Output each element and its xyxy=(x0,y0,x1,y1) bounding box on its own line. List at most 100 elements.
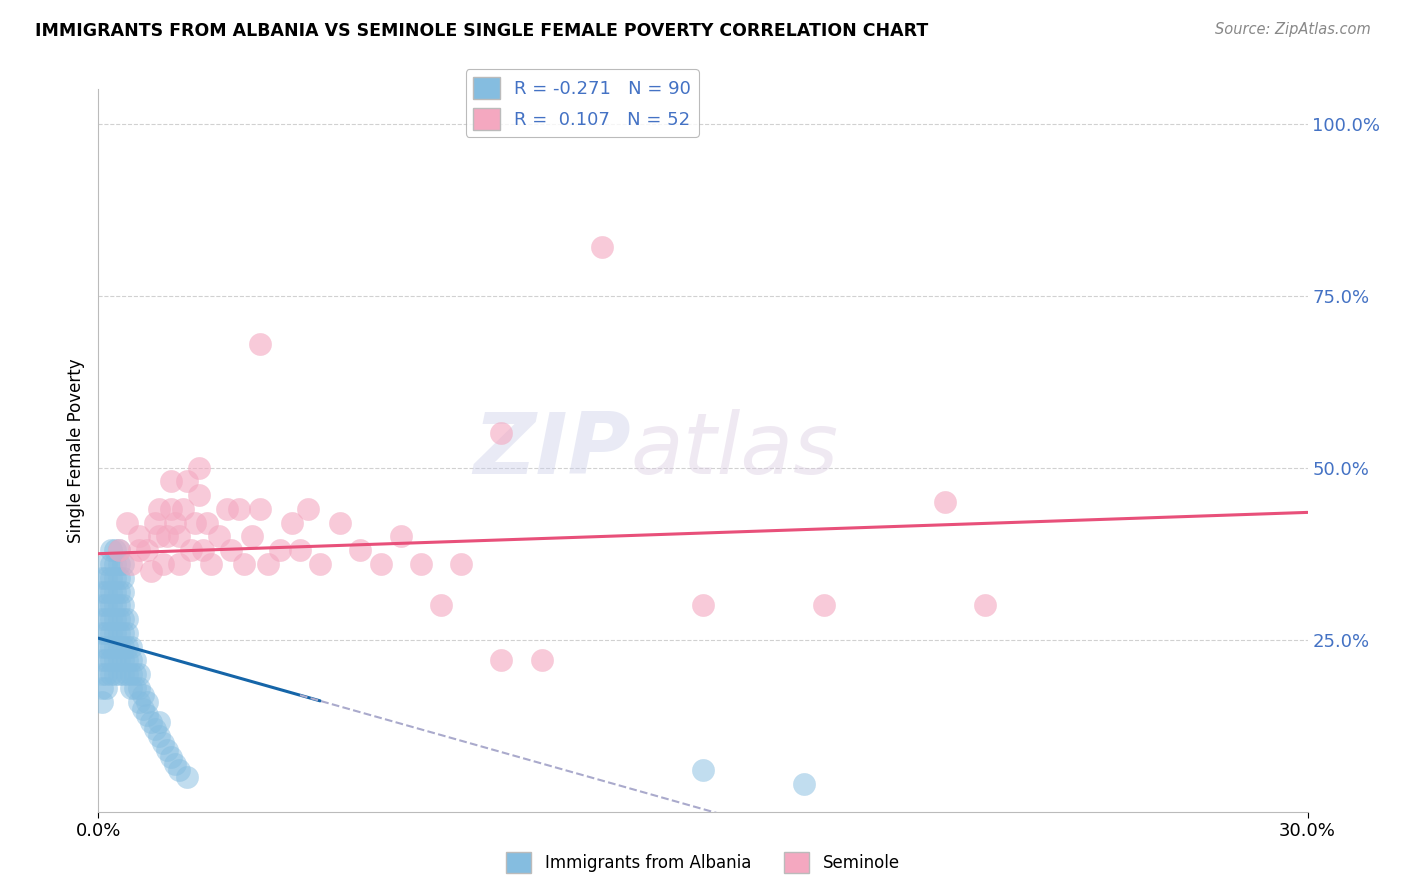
Point xyxy=(208,529,231,543)
Point xyxy=(430,599,453,613)
Point xyxy=(96,667,118,681)
Point xyxy=(148,502,170,516)
Point xyxy=(139,715,162,730)
Point xyxy=(91,625,114,640)
Point xyxy=(115,640,138,654)
Text: Source: ZipAtlas.com: Source: ZipAtlas.com xyxy=(1215,22,1371,37)
Point xyxy=(309,557,332,571)
Point xyxy=(100,557,122,571)
Point xyxy=(167,557,190,571)
Point xyxy=(160,749,183,764)
Point xyxy=(91,612,114,626)
Point xyxy=(100,599,122,613)
Point xyxy=(370,557,392,571)
Point xyxy=(163,756,186,771)
Point xyxy=(232,557,254,571)
Point xyxy=(91,584,114,599)
Point xyxy=(96,612,118,626)
Point xyxy=(111,653,134,667)
Point xyxy=(120,653,142,667)
Point xyxy=(530,653,553,667)
Point xyxy=(188,460,211,475)
Text: IMMIGRANTS FROM ALBANIA VS SEMINOLE SINGLE FEMALE POVERTY CORRELATION CHART: IMMIGRANTS FROM ALBANIA VS SEMINOLE SING… xyxy=(35,22,928,40)
Legend: Immigrants from Albania, Seminole: Immigrants from Albania, Seminole xyxy=(499,846,907,880)
Point xyxy=(188,488,211,502)
Point xyxy=(135,543,157,558)
Point xyxy=(934,495,956,509)
Point xyxy=(107,640,129,654)
Point xyxy=(591,240,613,254)
Point xyxy=(148,529,170,543)
Text: ZIP: ZIP xyxy=(472,409,630,492)
Point xyxy=(111,625,134,640)
Point xyxy=(107,653,129,667)
Point xyxy=(107,625,129,640)
Point xyxy=(120,557,142,571)
Point xyxy=(107,543,129,558)
Point xyxy=(148,715,170,730)
Point xyxy=(96,557,118,571)
Point xyxy=(111,584,134,599)
Point xyxy=(111,667,134,681)
Point xyxy=(96,571,118,585)
Point xyxy=(389,529,412,543)
Point xyxy=(103,653,125,667)
Point xyxy=(152,736,174,750)
Point xyxy=(135,708,157,723)
Point xyxy=(100,653,122,667)
Point xyxy=(160,502,183,516)
Point xyxy=(100,584,122,599)
Point xyxy=(91,667,114,681)
Point xyxy=(249,502,271,516)
Point xyxy=(103,612,125,626)
Point xyxy=(103,667,125,681)
Point xyxy=(176,770,198,784)
Point xyxy=(107,543,129,558)
Point xyxy=(120,681,142,695)
Point xyxy=(184,516,207,530)
Point xyxy=(107,584,129,599)
Point xyxy=(124,653,146,667)
Point xyxy=(249,336,271,351)
Legend: R = -0.271   N = 90, R =  0.107   N = 52: R = -0.271 N = 90, R = 0.107 N = 52 xyxy=(465,70,699,136)
Point xyxy=(152,557,174,571)
Point xyxy=(143,722,166,736)
Point xyxy=(115,667,138,681)
Point xyxy=(103,571,125,585)
Point xyxy=(111,571,134,585)
Point xyxy=(91,599,114,613)
Point xyxy=(793,777,815,791)
Point xyxy=(813,599,835,613)
Point xyxy=(96,584,118,599)
Point xyxy=(100,667,122,681)
Point xyxy=(148,729,170,743)
Point xyxy=(217,502,239,516)
Point xyxy=(103,640,125,654)
Point xyxy=(96,681,118,695)
Point xyxy=(228,502,250,516)
Point xyxy=(491,426,513,441)
Point xyxy=(221,543,243,558)
Point xyxy=(115,625,138,640)
Point xyxy=(167,764,190,778)
Point xyxy=(974,599,997,613)
Point xyxy=(91,653,114,667)
Point xyxy=(91,571,114,585)
Point xyxy=(96,640,118,654)
Point xyxy=(163,516,186,530)
Point xyxy=(120,640,142,654)
Point xyxy=(132,701,155,715)
Point xyxy=(692,764,714,778)
Point xyxy=(111,640,134,654)
Point xyxy=(160,475,183,489)
Text: atlas: atlas xyxy=(630,409,838,492)
Point xyxy=(491,653,513,667)
Y-axis label: Single Female Poverty: Single Female Poverty xyxy=(66,359,84,542)
Point xyxy=(91,640,114,654)
Point xyxy=(115,516,138,530)
Point xyxy=(96,653,118,667)
Point xyxy=(103,557,125,571)
Point xyxy=(96,625,118,640)
Point xyxy=(156,529,179,543)
Point xyxy=(107,557,129,571)
